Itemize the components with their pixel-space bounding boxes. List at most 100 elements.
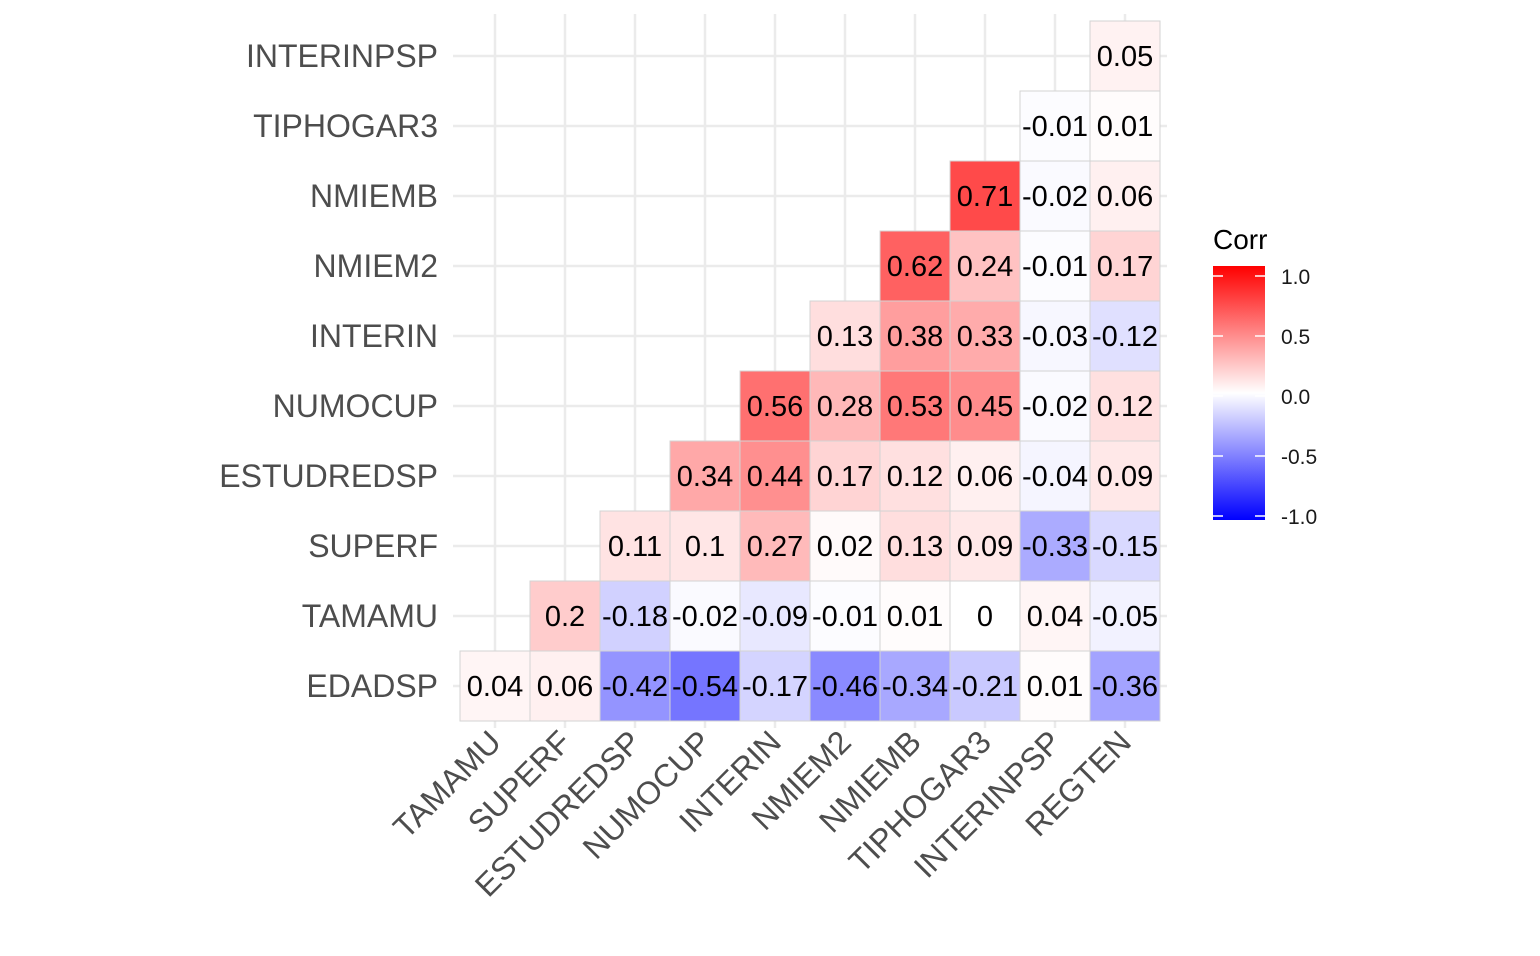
cell-value-label: 0.05	[1097, 41, 1153, 73]
heatmap-cell	[879, 300, 951, 372]
cell-value-label: -0.54	[672, 671, 738, 703]
y-tick-label: SUPERF	[308, 528, 438, 564]
cell-value-label: 0.44	[747, 461, 803, 493]
heatmap-cell	[529, 580, 601, 652]
cell-value-label: 0.06	[537, 671, 593, 703]
cell-value-label: -0.46	[812, 671, 878, 703]
cell-value-label: 0.2	[545, 601, 585, 633]
cell-value-label: -0.17	[742, 671, 808, 703]
heatmap-cell	[669, 580, 741, 652]
cell-value-label: -0.42	[602, 671, 668, 703]
cell-value-label: 0.28	[817, 391, 873, 423]
color-legend: Corr 1.0 0.5 0.0 -0.5 -1.0	[1213, 224, 1317, 529]
heatmap-cell	[599, 650, 671, 722]
y-tick-label: NMIEMB	[310, 178, 438, 214]
heatmap-cell	[599, 580, 671, 652]
cell-value-label: 0.62	[887, 251, 943, 283]
heatmap-cell	[949, 230, 1021, 302]
heatmap-cell	[1089, 580, 1161, 652]
heatmap-cell	[669, 510, 741, 582]
heatmap-cell	[879, 580, 951, 652]
cell-value-label: -0.34	[882, 671, 948, 703]
cell-value-label: -0.21	[952, 671, 1018, 703]
cell-value-label: 0.12	[1097, 391, 1153, 423]
y-tick-label: TIPHOGAR3	[253, 108, 438, 144]
heatmap-cell	[1019, 90, 1091, 162]
y-tick-label: INTERINPSP	[246, 38, 438, 74]
heatmap-cell	[879, 230, 951, 302]
cell-value-label: -0.15	[1092, 531, 1158, 563]
legend-tick-label: -1.0	[1281, 506, 1317, 529]
y-tick-label: ESTUDREDSP	[219, 458, 438, 494]
heatmap-cell	[1089, 20, 1161, 92]
heatmap-cell	[949, 440, 1021, 512]
cell-value-label: 0.01	[1097, 111, 1153, 143]
cell-value-label: -0.03	[1022, 321, 1088, 353]
heatmap-cell	[599, 510, 671, 582]
heatmap-cell	[879, 370, 951, 442]
cell-value-label: 0.27	[747, 531, 803, 563]
heatmap-cell	[949, 580, 1021, 652]
heatmap-cell	[949, 650, 1021, 722]
x-axis: TAMAMUSUPERFESTUDREDSPNUMOCUPINTERINNMIE…	[386, 723, 1138, 903]
legend-tick-label: 0.0	[1281, 386, 1310, 409]
heatmap-cell	[669, 440, 741, 512]
cell-value-label: 0.56	[747, 391, 803, 423]
cell-value-label: 0.04	[467, 671, 523, 703]
cell-value-label: 0.01	[887, 601, 943, 633]
y-tick-label: EDADSP	[306, 668, 438, 704]
heatmap-cell	[739, 510, 811, 582]
heatmap-cell	[949, 510, 1021, 582]
heatmap-cell	[1089, 160, 1161, 232]
cell-value-label: -0.09	[742, 601, 808, 633]
cell-value-label: -0.02	[672, 601, 738, 633]
cell-value-labels: 0.04 0.06 -0.42 -0.54 -0.17 -0.46 -0.34 -0.21 0.…	[467, 41, 1158, 703]
heatmap-cell	[1019, 300, 1091, 372]
cell-value-label: 0.71	[957, 181, 1013, 213]
cell-value-label: 0.11	[608, 531, 662, 563]
cell-value-label: 0.34	[677, 461, 733, 493]
cell-value-label: -0.01	[1022, 111, 1088, 143]
cell-value-label: 0.01	[1027, 671, 1083, 703]
cell-value-label: -0.12	[1092, 321, 1158, 353]
legend-colorbar	[1213, 266, 1265, 520]
y-tick-label: INTERIN	[310, 318, 438, 354]
legend-tick-label: -0.5	[1281, 446, 1317, 469]
cell-value-label: -0.01	[812, 601, 878, 633]
cell-value-label: 0.38	[887, 321, 943, 353]
heatmap-cell	[459, 650, 531, 722]
cell-value-label: -0.36	[1092, 671, 1158, 703]
heatmap-cell	[1019, 580, 1091, 652]
cell-value-label: -0.02	[1022, 181, 1088, 213]
y-tick-label: NUMOCUP	[273, 388, 438, 424]
heatmap-cell	[1089, 650, 1161, 722]
cell-value-label: 0.17	[817, 461, 873, 493]
cell-value-label: 0.04	[1027, 601, 1083, 633]
heatmap-cell	[949, 160, 1021, 232]
cell-value-label: 0.13	[887, 531, 943, 563]
cell-value-label: 0.06	[957, 461, 1013, 493]
cell-value-label: 0.17	[1097, 251, 1153, 283]
heatmap-cell	[1019, 160, 1091, 232]
legend-tick-label: 0.5	[1281, 326, 1310, 349]
cell-value-label: 0.13	[817, 321, 873, 353]
cell-value-label: 0.33	[957, 321, 1013, 353]
y-tick-label: NMIEM2	[314, 248, 438, 284]
legend-tick-label: 1.0	[1281, 266, 1310, 289]
cell-value-label: -0.05	[1092, 601, 1158, 633]
heatmap-cell	[1089, 300, 1161, 372]
heatmap-cell	[809, 300, 881, 372]
heatmap-cell	[949, 370, 1021, 442]
legend-title: Corr	[1213, 224, 1267, 255]
cell-value-label: 0.09	[957, 531, 1013, 563]
cell-value-label: 0	[977, 601, 993, 633]
cell-value-label: 0.24	[957, 251, 1013, 283]
cell-value-label: 0.02	[817, 531, 873, 563]
heatmap-cell	[809, 650, 881, 722]
cell-value-label: -0.01	[1022, 251, 1088, 283]
heatmap-cell	[1089, 370, 1161, 442]
heatmap-cell	[1089, 90, 1161, 162]
heatmap-cell	[879, 440, 951, 512]
